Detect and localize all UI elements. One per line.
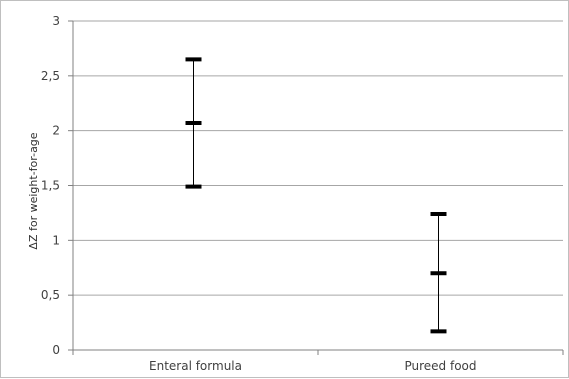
- y-axis-title: ΔZ for weight-for-age: [27, 132, 40, 249]
- y-tick-label: 0,5: [41, 288, 60, 302]
- gridlines: [73, 20, 563, 296]
- y-tick-label: 2,5: [41, 69, 60, 83]
- y-tick-label: 0: [52, 343, 60, 357]
- x-tick-label: Enteral formula: [149, 359, 242, 373]
- y-tick-label: 3: [52, 14, 60, 28]
- axes: 0 0,5 1 1,5 2 2,5 3 Enteral formula Pureed food: [41, 14, 564, 373]
- error-bars: [185, 57, 447, 334]
- y-tick-label: 2: [52, 124, 60, 138]
- x-tick-label: Pureed food: [404, 359, 476, 373]
- y-tick-label: 1,5: [41, 179, 60, 193]
- y-tick-label: 1: [52, 233, 60, 247]
